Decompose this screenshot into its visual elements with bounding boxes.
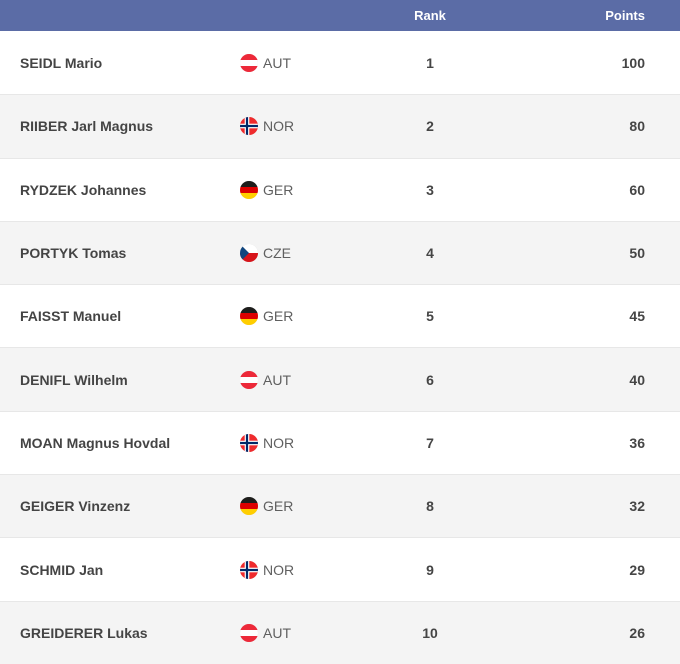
country-cell: NOR (240, 433, 340, 452)
norway-flag-icon (240, 560, 258, 579)
germany-flag-icon (240, 307, 258, 326)
points-value: 32 (629, 498, 645, 515)
country-cell: GER (240, 180, 340, 199)
table-row: FAISST Manuel GER 5 45 (0, 284, 680, 348)
country-code: NOR (263, 434, 295, 451)
country-cell: GER (240, 307, 340, 326)
table-row: SEIDL Mario AUT 1 100 (0, 31, 680, 95)
country-code: AUT (263, 371, 291, 388)
germany-flag-icon (240, 497, 258, 516)
rank-value: 10 (422, 624, 438, 641)
country-cell: AUT (240, 623, 340, 642)
rank-value: 6 (426, 371, 434, 388)
country-cell: GER (240, 497, 340, 516)
norway-flag-icon (240, 117, 258, 136)
rank-value: 4 (426, 245, 434, 262)
country-cell: CZE (240, 244, 340, 263)
table-row: RIIBER Jarl Magnus NOR 2 80 (0, 94, 680, 158)
table-row: PORTYK Tomas CZE 4 50 (0, 220, 680, 285)
country-code: AUT (263, 624, 291, 641)
points-value: 100 (621, 54, 645, 71)
country-cell: AUT (240, 53, 340, 72)
rank-value: 3 (426, 181, 434, 198)
country-code: GER (263, 181, 294, 198)
points-value: 36 (629, 434, 645, 451)
germany-flag-icon (240, 180, 258, 199)
rank-value: 9 (426, 561, 434, 578)
athlete-name: MOAN Magnus Hovdal (20, 434, 171, 451)
country-code: NOR (263, 561, 295, 578)
country-cell: NOR (240, 560, 340, 579)
athlete-name: GEIGER Vinzenz (20, 498, 131, 515)
country-code: GER (263, 308, 294, 325)
athlete-name: GREIDERER Lukas (20, 624, 148, 641)
rank-column-header: Rank (414, 8, 446, 23)
points-column-header: Points (605, 8, 645, 23)
austria-flag-icon (240, 370, 258, 389)
points-value: 60 (629, 181, 645, 198)
table-row: SCHMID Jan NOR 9 29 (0, 537, 680, 601)
points-value: 50 (629, 245, 645, 262)
table-body: SEIDL Mario AUT 1 100 RIIBER Jarl Magnus… (0, 31, 680, 664)
athlete-name: RYDZEK Johannes (20, 181, 147, 198)
country-code: CZE (263, 245, 291, 262)
austria-flag-icon (240, 53, 258, 72)
points-value: 40 (629, 371, 645, 388)
athlete-name: DENIFL Wilhelm (20, 371, 128, 388)
table-row: GREIDERER Lukas AUT 10 26 (0, 600, 680, 664)
points-value: 29 (629, 561, 645, 578)
rank-value: 1 (426, 54, 434, 71)
table-row: MOAN Magnus Hovdal NOR 7 36 (0, 410, 680, 475)
table-header: Rank Points (0, 0, 680, 31)
rank-value: 8 (426, 498, 434, 515)
athlete-name: SEIDL Mario (20, 54, 103, 71)
table-row: RYDZEK Johannes GER 3 60 (0, 157, 680, 221)
norway-flag-icon (240, 433, 258, 452)
country-cell: AUT (240, 370, 340, 389)
athlete-name: PORTYK Tomas (20, 245, 127, 262)
points-value: 26 (629, 624, 645, 641)
points-value: 80 (629, 118, 645, 135)
athlete-name: SCHMID Jan (20, 561, 104, 578)
czechia-flag-icon (240, 244, 258, 263)
table-row: DENIFL Wilhelm AUT 6 40 (0, 347, 680, 411)
austria-flag-icon (240, 623, 258, 642)
country-cell: NOR (240, 117, 340, 136)
athlete-name: RIIBER Jarl Magnus (20, 118, 154, 135)
country-code: GER (263, 498, 294, 515)
table-row: GEIGER Vinzenz GER 8 32 (0, 474, 680, 538)
points-value: 45 (629, 308, 645, 325)
rank-value: 2 (426, 118, 434, 135)
rank-value: 5 (426, 308, 434, 325)
country-code: NOR (263, 118, 295, 135)
athlete-name: FAISST Manuel (20, 308, 122, 325)
rank-value: 7 (426, 434, 434, 451)
country-code: AUT (263, 54, 291, 71)
